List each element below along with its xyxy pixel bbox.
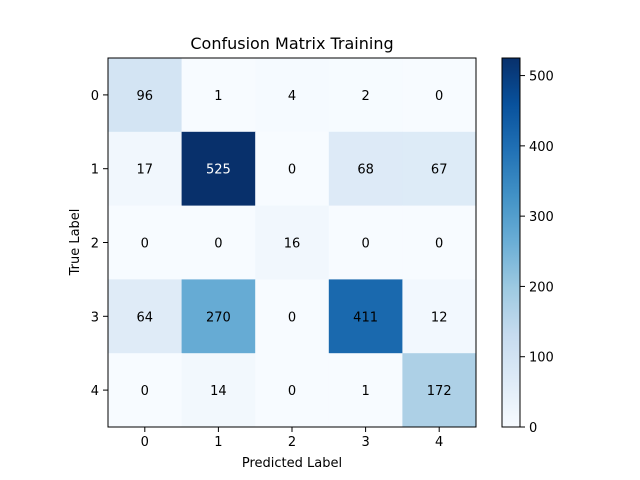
cell-value-label: 68 [357,163,374,178]
heatmap-cell [328,58,403,133]
cell-value-label: 0 [288,384,296,399]
colorbar-tick-label: 100 [529,351,554,366]
cell-value-label: 0 [435,237,443,252]
x-tick-label: 0 [141,435,149,450]
colorbar-tick-label: 400 [529,140,554,155]
heatmap-cell [255,205,330,280]
cell-value-label: 0 [288,310,296,325]
colorbar-tick-label: 0 [529,421,537,436]
colorbar-ticks: 0 100 200 300 400 500 [520,70,554,436]
heatmap-cell [402,205,477,280]
heatmap-cell [181,353,256,428]
cell-value-label: 0 [361,237,369,252]
heatmap-cell [402,353,477,428]
y-tick-label: 1 [91,163,99,178]
y-tick-label: 2 [91,237,99,252]
heatmap-cell [255,353,330,428]
heatmap-cell [328,205,403,280]
heatmap-cell [328,131,403,207]
heatmap-cell [402,279,477,354]
cell-value-label: 1 [214,89,222,104]
heatmap-cell [108,131,183,207]
cell-value-label: 96 [137,89,154,104]
cell-value-label: 525 [206,163,231,178]
heatmap-cell [108,279,183,354]
x-tick-label: 4 [435,435,443,450]
y-tick-label: 0 [91,89,99,104]
heatmap-cell [402,131,477,207]
cell-value-label: 1 [361,384,369,399]
cell-value-label: 270 [206,310,231,325]
heatmap-cell [255,279,330,354]
heatmap-cell [108,353,183,428]
cell-value-label: 172 [427,384,452,399]
y-axis-label: True Label [68,209,83,277]
x-tick-label: 2 [288,435,296,450]
colorbar-tick-label: 300 [529,210,554,225]
x-tick-label: 1 [214,435,222,450]
cell-value-label: 0 [435,89,443,104]
heatmap-cell [181,131,256,207]
y-tick-label: 4 [91,384,99,399]
cell-value-label: 67 [431,163,448,178]
colorbar [501,57,521,428]
heatmap-cell [402,58,477,133]
cell-value-label: 0 [214,237,222,252]
heatmap-cell [255,131,330,207]
heatmap-cell [108,58,183,133]
heatmap-cell [328,279,403,354]
heatmap-cell [255,58,330,133]
heatmap-cell [328,353,403,428]
heatmap-cell [181,58,256,133]
x-axis-label: Predicted Label [242,456,342,471]
cell-value-label: 0 [141,237,149,252]
heatmap-cell [181,205,256,280]
colorbar-tick-label: 200 [529,280,554,295]
cell-value-label: 14 [210,384,227,399]
cell-value-label: 64 [137,310,154,325]
y-tick-label: 3 [91,310,99,325]
cell-value-label: 411 [353,310,378,325]
y-axis-ticks: 0 1 2 3 4 [91,89,108,399]
cell-value-label: 17 [137,163,154,178]
cell-value-label: 0 [141,384,149,399]
cell-value-label: 16 [284,237,301,252]
heatmap-cell [181,279,256,354]
chart-title: Confusion Matrix Training [190,34,393,53]
cell-value-label: 12 [431,310,448,325]
colorbar-tick-label: 500 [529,70,554,85]
heatmap-cell [108,205,183,280]
cell-value-label: 4 [288,89,296,104]
x-axis-ticks: 0 1 2 3 4 [141,427,443,450]
cell-value-label: 2 [361,89,369,104]
heatmap-cells: 96 1 4 2 017 525 0 68 670 0 16 0 064 270 0 411 120 14 0 1 17… [108,58,477,428]
cell-value-label: 0 [288,163,296,178]
x-tick-label: 3 [361,435,369,450]
